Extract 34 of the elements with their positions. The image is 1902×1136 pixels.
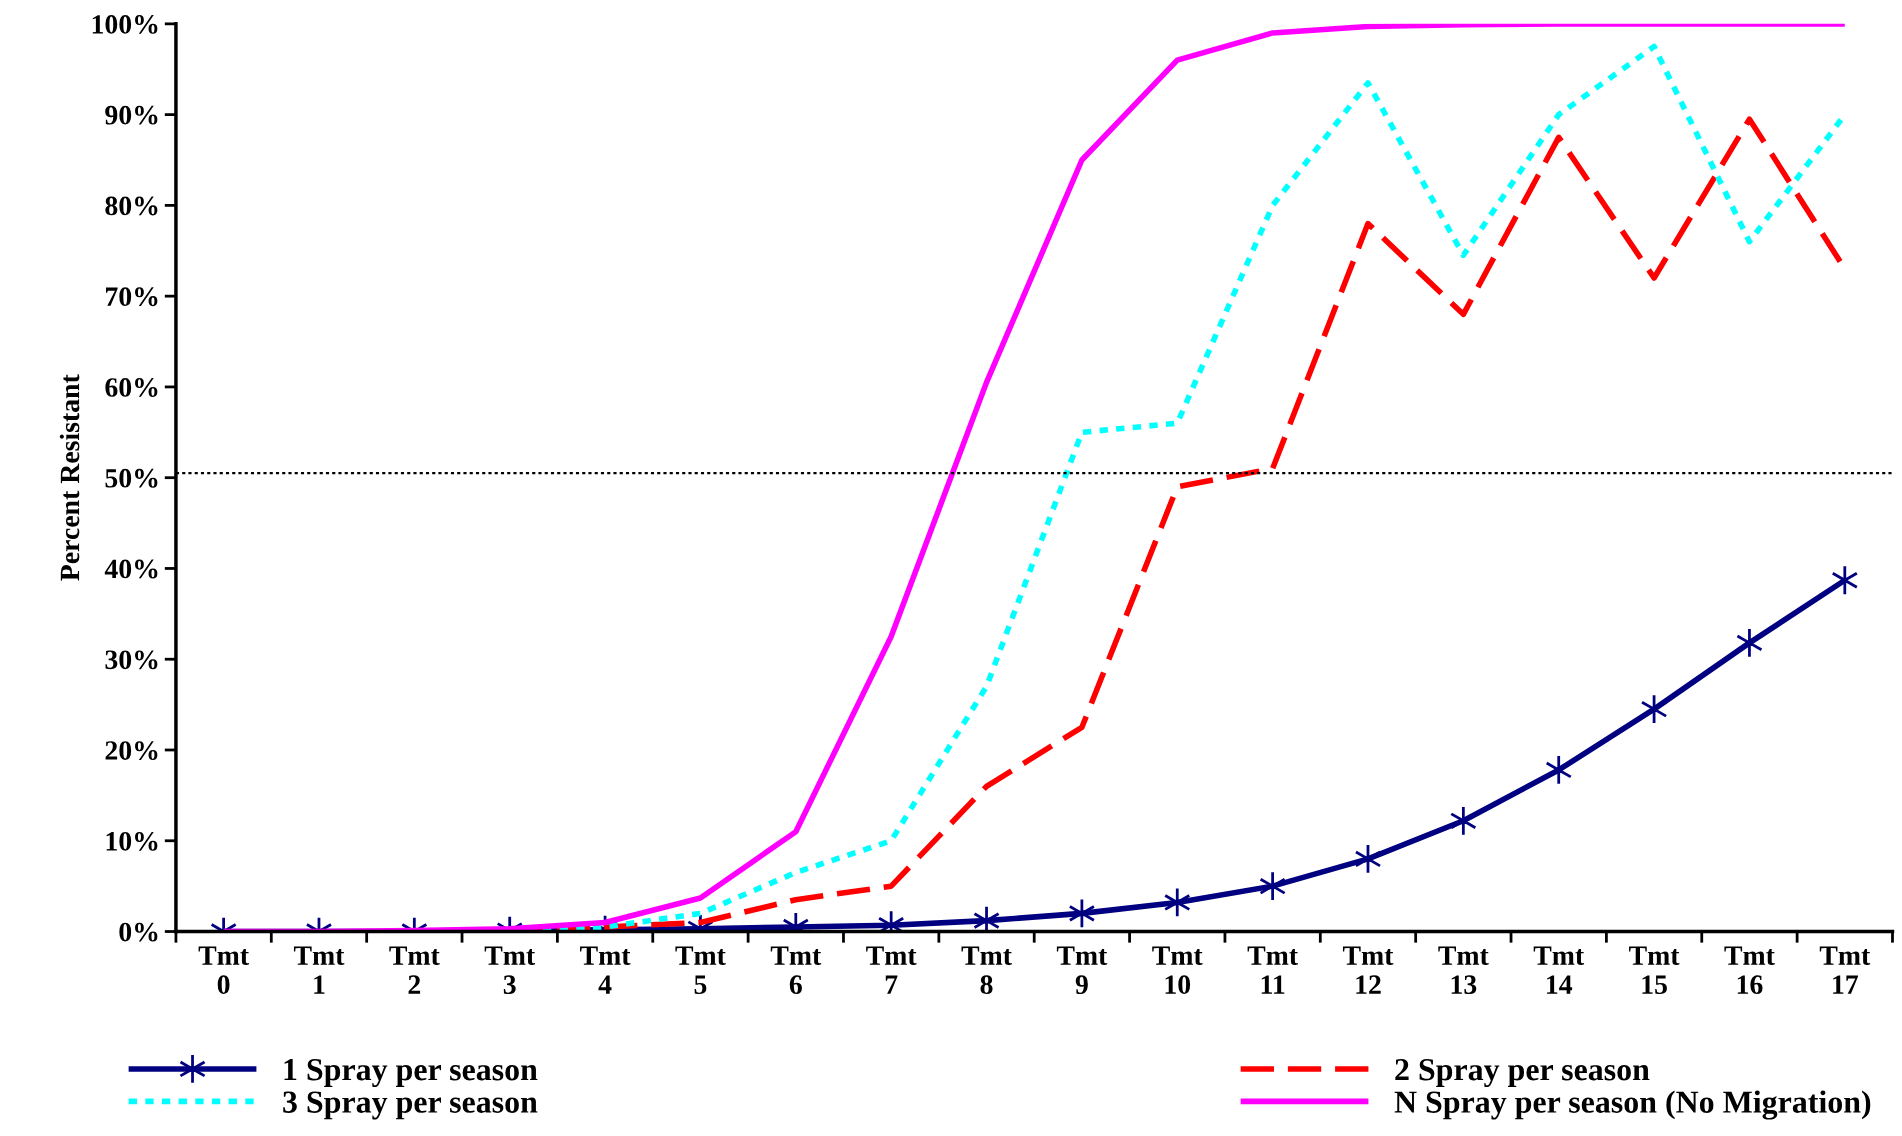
y-tick-label: 20% <box>105 741 158 760</box>
y-tick-label: 10% <box>106 831 158 851</box>
y-tick-label: 100% <box>92 15 158 34</box>
x-tick-label: Tmt 11 <box>1247 946 1298 994</box>
x-tick-label: Tmt 3 <box>484 946 536 994</box>
x-tick-label: Tmt 16 <box>1724 946 1775 994</box>
x-tick-label: Tmt 12 <box>1342 946 1394 994</box>
legend-label: 2 Spray per season <box>1395 1058 1650 1088</box>
y-tick-label: 40% <box>104 559 158 579</box>
x-tick-label: Tmt 10 <box>1152 946 1203 994</box>
y-tick-label: 0% <box>119 922 158 942</box>
y-tick-label: 90% <box>105 105 158 125</box>
x-tick-label: Tmt 13 <box>1438 946 1489 994</box>
y-tick-label: 70% <box>106 287 158 307</box>
x-tick-label: Tmt 6 <box>770 946 822 994</box>
y-tick-label: 50% <box>105 468 158 488</box>
x-tick-label: Tmt 5 <box>675 946 726 994</box>
y-tick-label: 80% <box>105 196 158 216</box>
x-tick-label: Tmt 2 <box>389 946 440 994</box>
x-tick-label: Tmt 1 <box>293 946 345 994</box>
y-tick-label: 30% <box>105 650 158 670</box>
y-axis-title: Percent Resistant <box>59 374 80 581</box>
x-tick-label: Tmt 14 <box>1533 946 1585 994</box>
legend-label: N Spray per season (No Migration) <box>1394 1090 1871 1120</box>
x-tick-label: Tmt 4 <box>580 946 631 994</box>
x-tick-label: Tmt 8 <box>961 946 1012 994</box>
x-tick-label: Tmt 15 <box>1629 946 1680 994</box>
x-tick-label: Tmt 17 <box>1819 946 1871 994</box>
x-tick-label: Tmt 0 <box>198 946 249 994</box>
x-tick-label: Tmt 9 <box>1056 946 1108 994</box>
legend-label: 1 Spray per season <box>284 1058 538 1088</box>
x-tick-label: Tmt 7 <box>866 946 917 994</box>
y-tick-label: 60% <box>105 378 158 397</box>
legend-label: 3 Spray per season <box>283 1091 538 1120</box>
